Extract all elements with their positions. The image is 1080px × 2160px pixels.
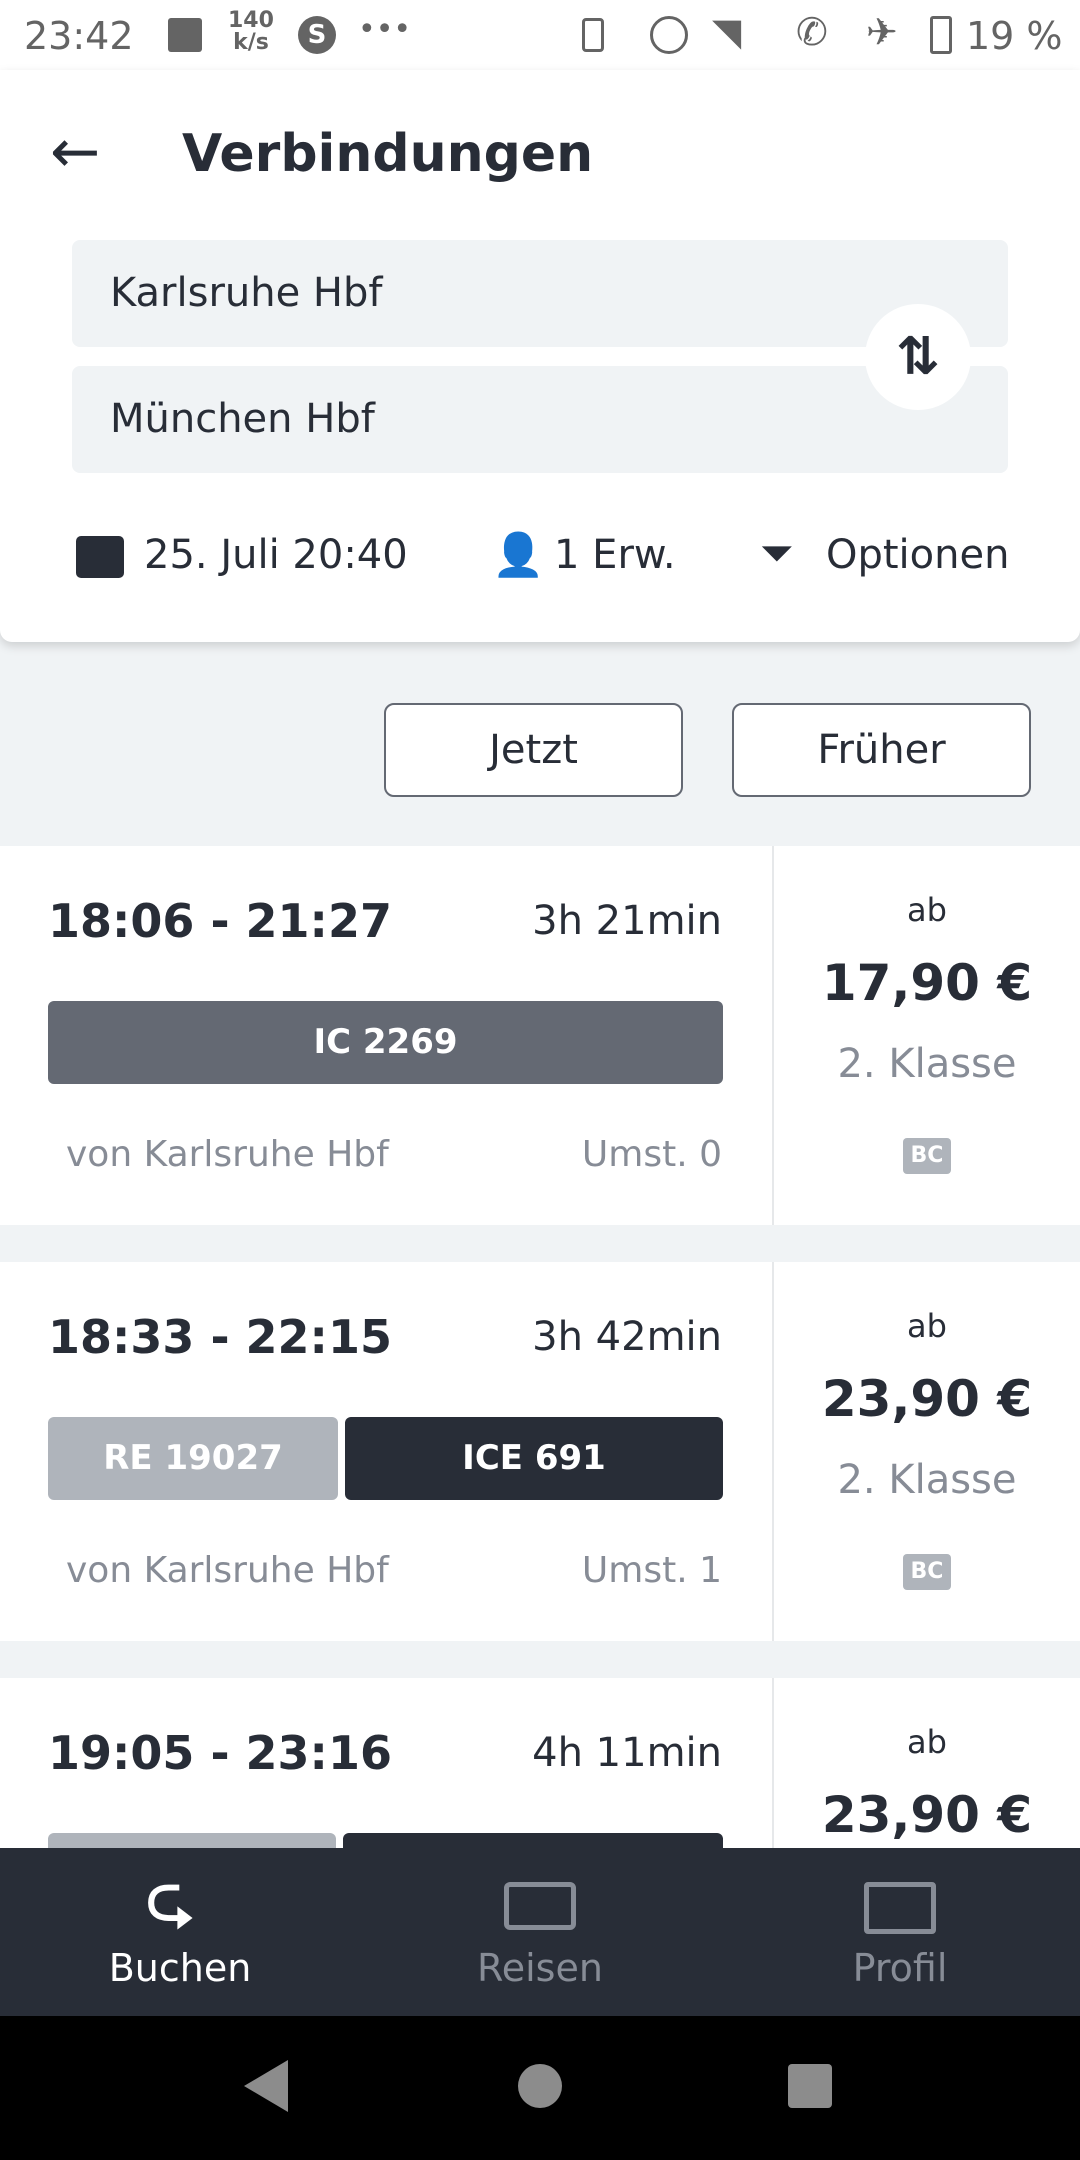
nav-profil[interactable]: Profil (720, 1848, 1080, 2016)
connection-times: 19:05 - 23:16 (48, 1726, 392, 1780)
airplane-icon: ✈ (866, 10, 898, 54)
price: 23,90 € (821, 1370, 1033, 1428)
bottom-navigation: ⮎ Buchen Reisen Profil (0, 1848, 1080, 2016)
wifi-call-icon: ✆ (796, 10, 828, 54)
swap-button[interactable]: ⇅ (865, 304, 971, 410)
options-button[interactable]: Optionen (826, 532, 1010, 578)
origin-input[interactable]: Karlsruhe Hbf (72, 240, 1008, 347)
skype-icon: S (298, 16, 336, 54)
swap-arrows-icon: ⇅ (896, 327, 940, 387)
price: 23,90 € (821, 1786, 1033, 1844)
more-icon: ••• (358, 12, 412, 47)
connection-times: 18:06 - 21:27 (48, 894, 392, 948)
vibrate-icon (582, 18, 604, 52)
ticket-icon (504, 1882, 576, 1930)
transfers: Umst. 1 (581, 1550, 722, 1591)
train-badge: ICE 691 (345, 1417, 723, 1500)
earlier-button[interactable]: Früher (732, 703, 1031, 797)
price-prefix: ab (907, 891, 947, 929)
nav-label: Reisen (477, 1946, 603, 1990)
back-icon[interactable] (244, 2060, 288, 2112)
connection-card[interactable]: 18:33 - 22:15 3h 42min RE 19027 ICE 691 … (0, 1262, 1080, 1641)
duration: 3h 21min (532, 898, 722, 944)
passenger-selector[interactable]: 1 Erw. (554, 532, 676, 578)
duration: 3h 42min (532, 1314, 722, 1360)
nav-buchen[interactable]: ⮎ Buchen (0, 1848, 360, 2016)
duration: 4h 11min (532, 1730, 722, 1776)
nav-reisen[interactable]: Reisen (360, 1848, 720, 2016)
transfers: Umst. 0 (581, 1134, 722, 1175)
connection-times: 18:33 - 22:15 (48, 1310, 392, 1364)
profile-icon (864, 1882, 936, 1934)
train-badge: IC 2269 (48, 1001, 723, 1084)
divider (772, 1262, 774, 1641)
home-icon[interactable] (518, 2064, 562, 2108)
status-bar: 23:42 140 k/s S ••• ◥ ✆ ✈ 19 % (0, 0, 1080, 70)
nav-label: Profil (852, 1946, 948, 1990)
destination-input[interactable]: München Hbf (72, 366, 1008, 473)
battery-level: 19 % (966, 14, 1063, 58)
passenger-icon: 👤 (492, 530, 545, 579)
price: 17,90 € (821, 954, 1033, 1012)
now-button[interactable]: Jetzt (384, 703, 683, 797)
travel-class: 2. Klasse (837, 1457, 1017, 1503)
battery-icon (930, 16, 952, 54)
page-title: Verbindungen (182, 124, 594, 184)
connection-card[interactable]: 18:06 - 21:27 3h 21min IC 2269 von Karls… (0, 846, 1080, 1225)
image-icon (168, 18, 202, 52)
bahncard-badge: BC (903, 1138, 951, 1174)
speed-indicator: 140 k/s (228, 8, 274, 55)
search-header: ← Verbindungen Karlsruhe Hbf München Hbf… (0, 70, 1080, 642)
price-prefix: ab (907, 1723, 947, 1761)
recents-icon[interactable] (788, 2064, 832, 2108)
travel-class: 2. Klasse (837, 1041, 1017, 1087)
back-arrow-icon[interactable]: ← (50, 117, 101, 187)
route-icon: ⮎ (146, 1865, 195, 1935)
price-prefix: ab (907, 1307, 947, 1345)
clock: 23:42 (24, 14, 134, 58)
date-time-selector[interactable]: 25. Juli 20:40 (144, 532, 408, 578)
train-badge: RE 19027 (48, 1417, 338, 1500)
bahncard-badge: BC (903, 1554, 951, 1590)
calendar-icon (76, 536, 124, 578)
nav-label: Buchen (108, 1946, 252, 1990)
departure-station: von Karlsruhe Hbf (66, 1134, 389, 1175)
departure-station: von Karlsruhe Hbf (66, 1550, 389, 1591)
divider (772, 846, 774, 1225)
system-navigation (0, 2016, 1080, 2160)
dnd-icon (650, 16, 688, 54)
wifi-icon: ◥ (712, 10, 742, 54)
filter-icon: ⏷ (760, 528, 794, 577)
